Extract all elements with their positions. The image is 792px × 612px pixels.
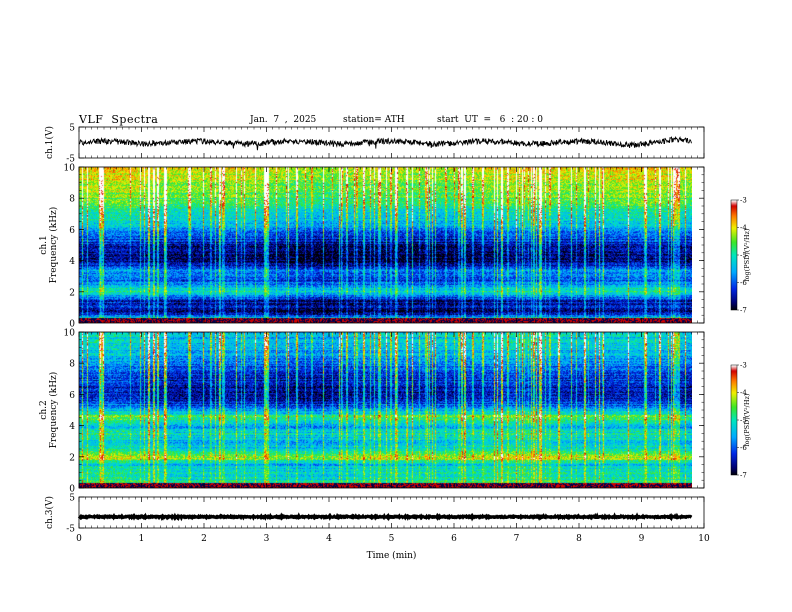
ch1-spectrogram-colorbar-label: log(PSD)(V²/Hz) bbox=[743, 228, 751, 281]
y-tick-label: 6 bbox=[69, 226, 75, 236]
y-tick-label: 10 bbox=[64, 164, 76, 174]
x-tick-label: 3 bbox=[264, 534, 270, 544]
x-tick-label: 4 bbox=[326, 534, 332, 544]
colorbar-tick-label: -5 bbox=[740, 417, 747, 425]
date-label: Jan. 7 , 2025 bbox=[250, 115, 317, 125]
axes-frames bbox=[78, 126, 739, 529]
colorbar-tick-label: -7 bbox=[740, 307, 747, 315]
ch2-spectrogram-ylabel: Frequency (kHz) bbox=[48, 372, 59, 449]
ch1-spectrogram-ylabel: ch.1 bbox=[39, 235, 49, 254]
y-tick-label: 10 bbox=[64, 329, 76, 339]
y-tick-label: 0 bbox=[69, 320, 75, 330]
y-tick-label: -5 bbox=[66, 525, 75, 535]
x-tick-label: 2 bbox=[201, 534, 207, 544]
colorbar-tick-label: -4 bbox=[740, 224, 747, 232]
axis-labels: 5 -5 ch.1(V) -3 -4 -5 -6 -7 log(PSD)(V²/Hz) 0 2 4 6 8… bbox=[39, 124, 751, 562]
y-tick-label: 5 bbox=[69, 124, 75, 134]
x-tick-label: 0 bbox=[76, 534, 82, 544]
ch2-spectrogram-image bbox=[79, 332, 692, 488]
x-tick-label: 1 bbox=[139, 534, 145, 544]
x-tick-label: 5 bbox=[389, 534, 395, 544]
ch3-waveform-ylabel: ch.3(V) bbox=[44, 496, 55, 529]
colorbar-tick-label: -6 bbox=[740, 279, 747, 287]
ch2-spectrogram-ylabel: ch.2 bbox=[39, 400, 49, 419]
x-tick-label: 8 bbox=[576, 534, 582, 544]
ch1-spectrogram-ylabel: Frequency (kHz) bbox=[48, 207, 59, 284]
ch2-spectrogram-colorbar-label: log(PSD)(V²/Hz) bbox=[743, 393, 751, 446]
x-axis-label: Time (min) bbox=[367, 550, 417, 561]
x-tick-label: 7 bbox=[514, 534, 520, 544]
colorbar-tick-label: -7 bbox=[740, 472, 747, 480]
colorbar-tick-label: -3 bbox=[740, 362, 747, 370]
colorbar-tick-label: -6 bbox=[740, 444, 747, 452]
x-tick-label: 10 bbox=[698, 534, 710, 544]
spectrogram-images bbox=[79, 167, 737, 488]
station-label: station= ATH bbox=[343, 115, 405, 125]
waveform-traces bbox=[77, 135, 693, 522]
ch1-waveform-ylabel: ch.1(V) bbox=[44, 126, 55, 159]
colorbar-tick-label: -5 bbox=[740, 252, 747, 260]
y-tick-label: 2 bbox=[69, 288, 75, 298]
ch1-spectrogram-colorbar bbox=[731, 200, 737, 310]
y-tick-label: 2 bbox=[69, 453, 75, 463]
y-tick-label: 8 bbox=[69, 195, 75, 205]
ch1-waveform-trace bbox=[78, 135, 692, 151]
chart-title: VLF Spectra bbox=[79, 113, 159, 126]
ch3-waveform-trace bbox=[77, 512, 693, 522]
y-tick-label: 5 bbox=[69, 494, 75, 504]
y-tick-label: 8 bbox=[69, 360, 75, 370]
x-tick-label: 9 bbox=[639, 534, 645, 544]
y-tick-label: 4 bbox=[69, 257, 75, 267]
colorbar-tick-label: -3 bbox=[740, 197, 747, 205]
y-tick-label: 6 bbox=[69, 391, 75, 401]
ch1-spectrogram-image bbox=[79, 167, 692, 323]
ch2-spectrogram-colorbar bbox=[731, 365, 737, 475]
x-tick-label: 6 bbox=[451, 534, 457, 544]
start-ut-label: start UT = 6 : 20 : 0 bbox=[437, 115, 543, 125]
y-tick-label: 0 bbox=[69, 485, 75, 495]
y-tick-label: -5 bbox=[66, 155, 75, 165]
colorbar-tick-label: -4 bbox=[740, 389, 747, 397]
y-tick-label: 4 bbox=[69, 422, 75, 432]
